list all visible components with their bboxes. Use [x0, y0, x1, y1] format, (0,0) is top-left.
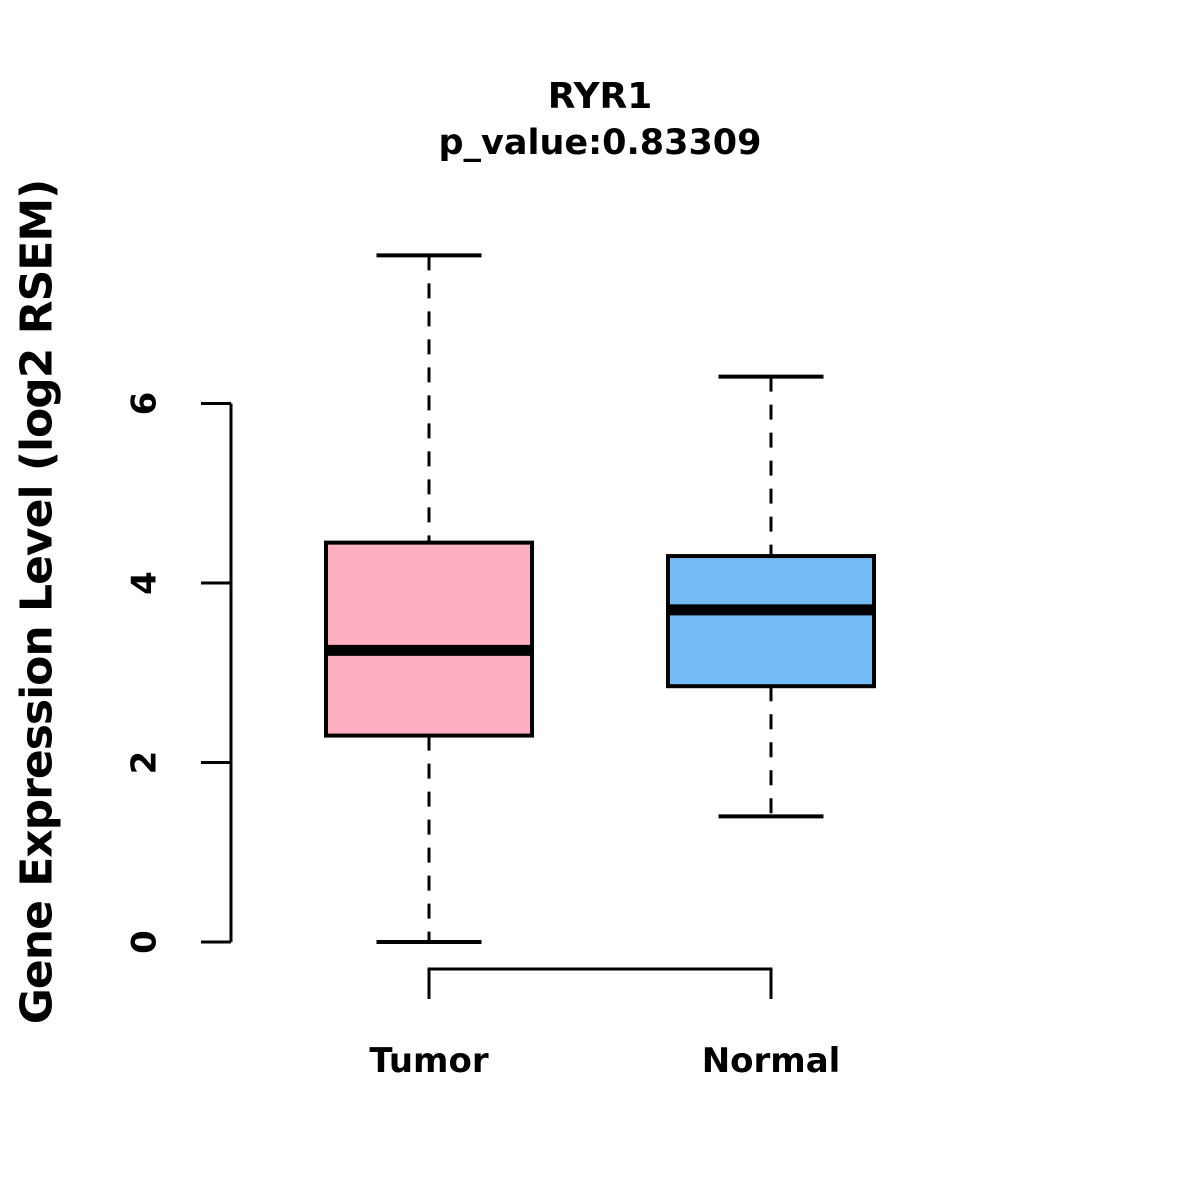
y-tick-label: 6	[125, 392, 165, 416]
y-tick-label: 0	[125, 930, 165, 954]
group-bracket	[427, 967, 773, 999]
iqr-box	[666, 554, 876, 689]
y-tick-label: 4	[125, 571, 165, 595]
iqr-box	[324, 540, 534, 738]
boxplot-box-normal: Normal	[666, 374, 876, 1081]
x-category-label: Normal	[702, 1041, 841, 1081]
title-block: RYR1 p_value:0.83309	[0, 74, 1200, 166]
y-tick-label: 2	[125, 751, 165, 775]
x-category-label: Tumor	[369, 1041, 488, 1081]
chart-subtitle: p_value:0.83309	[438, 123, 762, 163]
chart-title: RYR1	[547, 76, 653, 117]
boxplot-box-tumor: Tumor	[324, 253, 534, 1081]
